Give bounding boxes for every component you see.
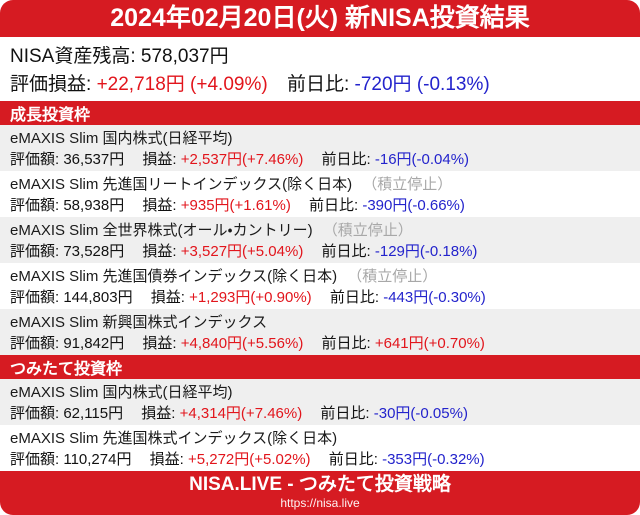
fund-row: eMAXIS Slim 国内株式(日経平均) 評価額: 36,537円 損益: … bbox=[0, 125, 640, 171]
fund-row: eMAXIS Slim 全世界株式(オール・カントリー) （積立停止） 評価額:… bbox=[0, 217, 640, 263]
site-url: https://nisa.live bbox=[280, 496, 360, 510]
report-header: 2024年02月20日(火) 新NISA投資結果 bbox=[0, 0, 640, 37]
dod-value: -390円(-0.66%) bbox=[362, 197, 465, 214]
dod-value: +641円(+0.70%) bbox=[374, 335, 485, 352]
dod-value: -30円(-0.05%) bbox=[373, 405, 468, 422]
fund-name: eMAXIS Slim 先進国リートインデックス(除く日本) bbox=[10, 176, 353, 193]
fund-name: eMAXIS Slim 全世界株式(オール・カントリー) bbox=[10, 222, 313, 239]
tsumitate-fund-list: eMAXIS Slim 国内株式(日経平均) 評価額: 62,115円 損益: … bbox=[0, 379, 640, 471]
report-title: 2024年02月20日(火) 新NISA投資結果 bbox=[110, 4, 530, 32]
fund-row: eMAXIS Slim 新興国株式インデックス 評価額: 91,842円 損益:… bbox=[0, 309, 640, 355]
suspended-badge: （積立停止） bbox=[347, 268, 438, 285]
pl-value: +935円(+1.61%) bbox=[180, 197, 291, 214]
pl-value: +4,314円(+7.46%) bbox=[179, 405, 303, 422]
pl-value: +4,840円(+5.56%) bbox=[180, 335, 304, 352]
suspended-badge: （積立停止） bbox=[362, 176, 453, 193]
growth-fund-list: eMAXIS Slim 国内株式(日経平均) 評価額: 36,537円 損益: … bbox=[0, 125, 640, 355]
valuation-value: 62,115円 bbox=[63, 405, 124, 422]
fund-row: eMAXIS Slim 国内株式(日経平均) 評価額: 62,115円 損益: … bbox=[0, 379, 640, 425]
pl-label: 損益: bbox=[142, 335, 177, 352]
valuation-value: 91,842円 bbox=[63, 335, 125, 352]
summary-balance-line: NISA資産残高: 578,037円 bbox=[10, 43, 630, 71]
valuation-label: 評価額: bbox=[10, 405, 60, 422]
valuation-label: 評価額: bbox=[10, 451, 60, 468]
dod-label: 前日比: bbox=[321, 151, 371, 168]
fund-name: eMAXIS Slim 新興国株式インデックス bbox=[10, 314, 268, 331]
fund-row: eMAXIS Slim 先進国株式インデックス(除く日本) 評価額: 110,2… bbox=[0, 425, 640, 471]
site-name: NISA.LIVE - つみたて投資戦略 bbox=[189, 474, 451, 495]
dod-value: -16円(-0.04%) bbox=[374, 151, 470, 168]
dod-label: 前日比: bbox=[328, 451, 378, 468]
dod-value: -443円(-0.30%) bbox=[383, 289, 486, 306]
pl-value: +2,537円(+7.46%) bbox=[180, 151, 304, 168]
valuation-label: 評価額: bbox=[10, 151, 60, 168]
pl-label: 損益: bbox=[142, 197, 177, 214]
dod-value: -129円(-0.18%) bbox=[374, 243, 478, 260]
pl-label: 損益: bbox=[142, 243, 177, 260]
fund-name: eMAXIS Slim 国内株式(日経平均) bbox=[10, 384, 233, 401]
valuation-label: 評価額: bbox=[10, 197, 60, 214]
pl-value: +5,272円(+5.02%) bbox=[187, 451, 311, 468]
dod-label: 前日比: bbox=[321, 335, 371, 352]
pl-value: +1,293円(+0.90%) bbox=[189, 289, 312, 306]
dod-label: 前日比: bbox=[320, 405, 370, 422]
dod-label: 前日比: bbox=[286, 74, 350, 95]
summary-pl-line: 評価損益: +22,718円 (+4.09%) 前日比: -720円 (-0.1… bbox=[10, 71, 630, 99]
dod-value: -720円 (-0.13%) bbox=[354, 74, 490, 95]
valuation-value: 110,274円 bbox=[63, 451, 132, 468]
pl-label: 損益: bbox=[149, 451, 184, 468]
fund-name: eMAXIS Slim 国内株式(日経平均) bbox=[10, 130, 233, 147]
summary-panel: NISA資産残高: 578,037円 評価損益: +22,718円 (+4.09… bbox=[0, 37, 640, 101]
suspended-badge: （積立停止） bbox=[322, 222, 413, 239]
valuation-value: 73,528円 bbox=[63, 243, 125, 260]
valuation-value: 36,537円 bbox=[63, 151, 125, 168]
footer-banner: NISA.LIVE - つみたて投資戦略 https://nisa.live bbox=[0, 471, 640, 515]
pl-label: 損益: bbox=[141, 405, 176, 422]
balance-value: 578,037円 bbox=[140, 46, 229, 67]
fund-row: eMAXIS Slim 先進国債券インデックス(除く日本) （積立停止） 評価額… bbox=[0, 263, 640, 309]
pl-label: 評価損益: bbox=[10, 74, 92, 95]
valuation-label: 評価額: bbox=[10, 289, 60, 306]
balance-label: NISA資産残高: bbox=[10, 46, 136, 67]
pl-label: 損益: bbox=[150, 289, 185, 306]
dod-label: 前日比: bbox=[329, 289, 380, 306]
pl-value: +22,718円 (+4.09%) bbox=[96, 74, 268, 95]
pl-value: +3,527円(+5.04%) bbox=[180, 243, 304, 260]
section-header-growth: 成長投資枠 bbox=[0, 101, 640, 125]
valuation-value: 58,938円 bbox=[63, 197, 125, 214]
section-header-tsumitate: つみたて投資枠 bbox=[0, 355, 640, 379]
dod-label: 前日比: bbox=[309, 197, 359, 214]
valuation-label: 評価額: bbox=[10, 335, 60, 352]
pl-label: 損益: bbox=[142, 151, 177, 168]
valuation-label: 評価額: bbox=[10, 243, 60, 260]
dod-label: 前日比: bbox=[321, 243, 371, 260]
fund-name: eMAXIS Slim 先進国債券インデックス(除く日本) bbox=[10, 268, 338, 285]
fund-row: eMAXIS Slim 先進国リートインデックス(除く日本) （積立停止） 評価… bbox=[0, 171, 640, 217]
section-title: つみたて投資枠 bbox=[10, 361, 123, 378]
valuation-value: 144,803円 bbox=[63, 289, 133, 306]
dod-value: -353円(-0.32%) bbox=[382, 451, 485, 468]
section-title: 成長投資枠 bbox=[10, 107, 91, 124]
fund-name: eMAXIS Slim 先進国株式インデックス(除く日本) bbox=[10, 430, 338, 447]
